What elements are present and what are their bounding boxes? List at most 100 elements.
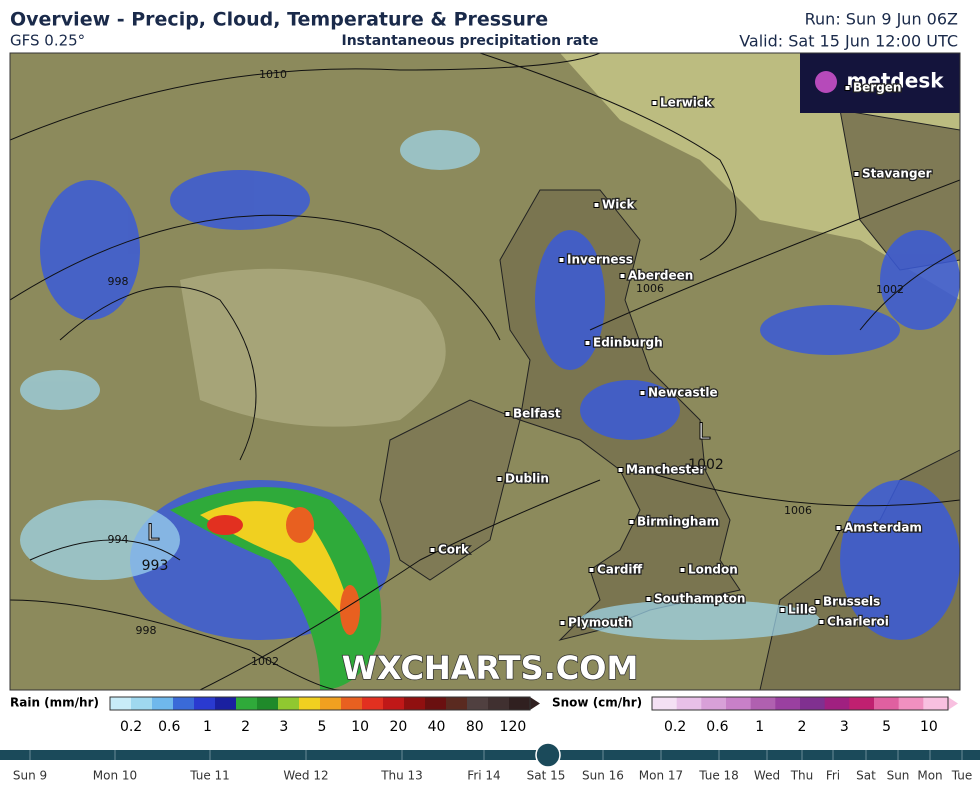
watermark: WXCHARTS.COM [342, 649, 639, 687]
city-label: London [688, 563, 738, 577]
rain-swatch [383, 697, 405, 710]
snow-swatch [923, 697, 949, 710]
isobar-label: 1010 [259, 68, 287, 81]
timeline-day[interactable]: Mon 17 [639, 769, 683, 783]
city-label: Edinburgh [593, 336, 663, 350]
timeline-knob[interactable] [535, 742, 561, 768]
brand: metdesk [846, 69, 944, 93]
city-label: Lerwick [660, 96, 713, 110]
timeline-day[interactable]: Sun 9 [13, 769, 47, 783]
snow-swatch [849, 697, 875, 710]
timeline-day[interactable]: Sat [856, 769, 876, 783]
city-label: Plymouth [568, 616, 632, 630]
city-label: Lille [788, 603, 816, 617]
snow-tick: 2 [798, 719, 807, 735]
city-label: Brussels [823, 595, 880, 609]
timeline-day[interactable]: Fri [826, 769, 840, 783]
rain-swatch [509, 697, 531, 710]
rain-tick: 40 [428, 719, 446, 735]
timeline-day[interactable]: Fri 14 [467, 769, 500, 783]
title: Overview - Precip, Cloud, Temperature & … [10, 9, 548, 31]
low-symbol: L [698, 420, 711, 445]
city-dot [504, 411, 511, 417]
isobar-label: 1006 [784, 504, 812, 517]
timeline-day[interactable]: Sun [887, 769, 910, 783]
city-label: Newcastle [648, 386, 718, 400]
rain-swatch [236, 697, 258, 710]
city-label: Aberdeen [628, 269, 693, 283]
city-dot [814, 599, 821, 605]
low-pressure: 1002 [688, 457, 724, 473]
city-label: Belfast [513, 407, 561, 421]
city-dot [628, 519, 635, 525]
snow-tick: 5 [882, 719, 891, 735]
city-label: Bergen [853, 81, 901, 95]
timeline-day[interactable]: Thu [790, 769, 814, 783]
snow-tick: 10 [920, 719, 938, 735]
timeline-day[interactable]: Wed [754, 769, 780, 783]
rain-swatch [320, 697, 342, 710]
map-frame [9, 52, 961, 691]
low-pressure: 993 [142, 558, 169, 574]
snow-frame [651, 696, 949, 711]
city-dot [835, 525, 842, 531]
rain-swatch [404, 697, 426, 710]
city-dot [559, 620, 566, 626]
snow-swatch [874, 697, 900, 710]
timeline-day[interactable]: Tue [951, 769, 973, 783]
timeline-day[interactable]: Mon [917, 769, 942, 783]
isobar-label: 1002 [876, 283, 904, 296]
rain-label: Rain (mm/hr) [10, 696, 99, 710]
rain-swatch [152, 697, 174, 710]
timeline-day[interactable]: Thu 13 [380, 769, 423, 783]
city-label: Cork [438, 543, 470, 557]
rain-swatch [194, 697, 216, 710]
city-dot [818, 619, 825, 625]
city-dot [639, 390, 646, 396]
rain-swatch [488, 697, 510, 710]
city-label: Charleroi [827, 615, 889, 629]
city-label: Amsterdam [844, 521, 922, 535]
rain-swatch [110, 697, 132, 710]
rain-swatch [362, 697, 384, 710]
rain-swatch [215, 697, 237, 710]
city-dot [779, 607, 786, 613]
city-dot [619, 273, 626, 279]
rain-tick: 2 [241, 719, 250, 735]
snow-swatch [701, 697, 727, 710]
snow-tick: 0.6 [706, 719, 728, 735]
timeline-day[interactable]: Wed 12 [283, 769, 328, 783]
snow-swatch [676, 697, 702, 710]
subtitle: Instantaneous precipitation rate [342, 33, 599, 49]
rain-tick: 5 [318, 719, 327, 735]
legend: Rain (mm/hr) Snow (cm/hr) 0.2 0.6 1 2 3 5 10 2 0… [10, 696, 958, 735]
timeline-day[interactable]: Tue 18 [698, 769, 739, 783]
rain-tick: 80 [466, 719, 484, 735]
snow-swatch [726, 697, 752, 710]
timeline-day[interactable]: Sat 15 [527, 769, 566, 783]
city-label: Inverness [567, 253, 633, 267]
snow-swatch [775, 697, 801, 710]
timeline-day[interactable]: Mon 10 [93, 769, 137, 783]
city-label: Cardiff [597, 563, 643, 577]
snow-swatch [750, 697, 776, 710]
snow-tick: 3 [840, 719, 849, 735]
rain-tick: 3 [279, 719, 288, 735]
timeline-day[interactable]: Tue 11 [189, 769, 230, 783]
rain-swatch [467, 697, 489, 710]
rain-tick: 0.2 [120, 719, 142, 735]
rain-swatch [278, 697, 300, 710]
city-dot [496, 476, 503, 482]
rain-swatch [341, 697, 363, 710]
snow-label: Snow (cm/hr) [552, 696, 642, 710]
rain-tick: 0.6 [158, 719, 180, 735]
city-label: Southampton [654, 592, 745, 606]
timeline-day[interactable]: Sun 16 [582, 769, 624, 783]
isobar-label: 1006 [636, 282, 664, 295]
rain-swatch [131, 697, 153, 710]
snow-swatch [800, 697, 826, 710]
snow-tick: 1 [755, 719, 764, 735]
city-dot [588, 567, 595, 573]
model: GFS 0.25° [10, 32, 85, 50]
